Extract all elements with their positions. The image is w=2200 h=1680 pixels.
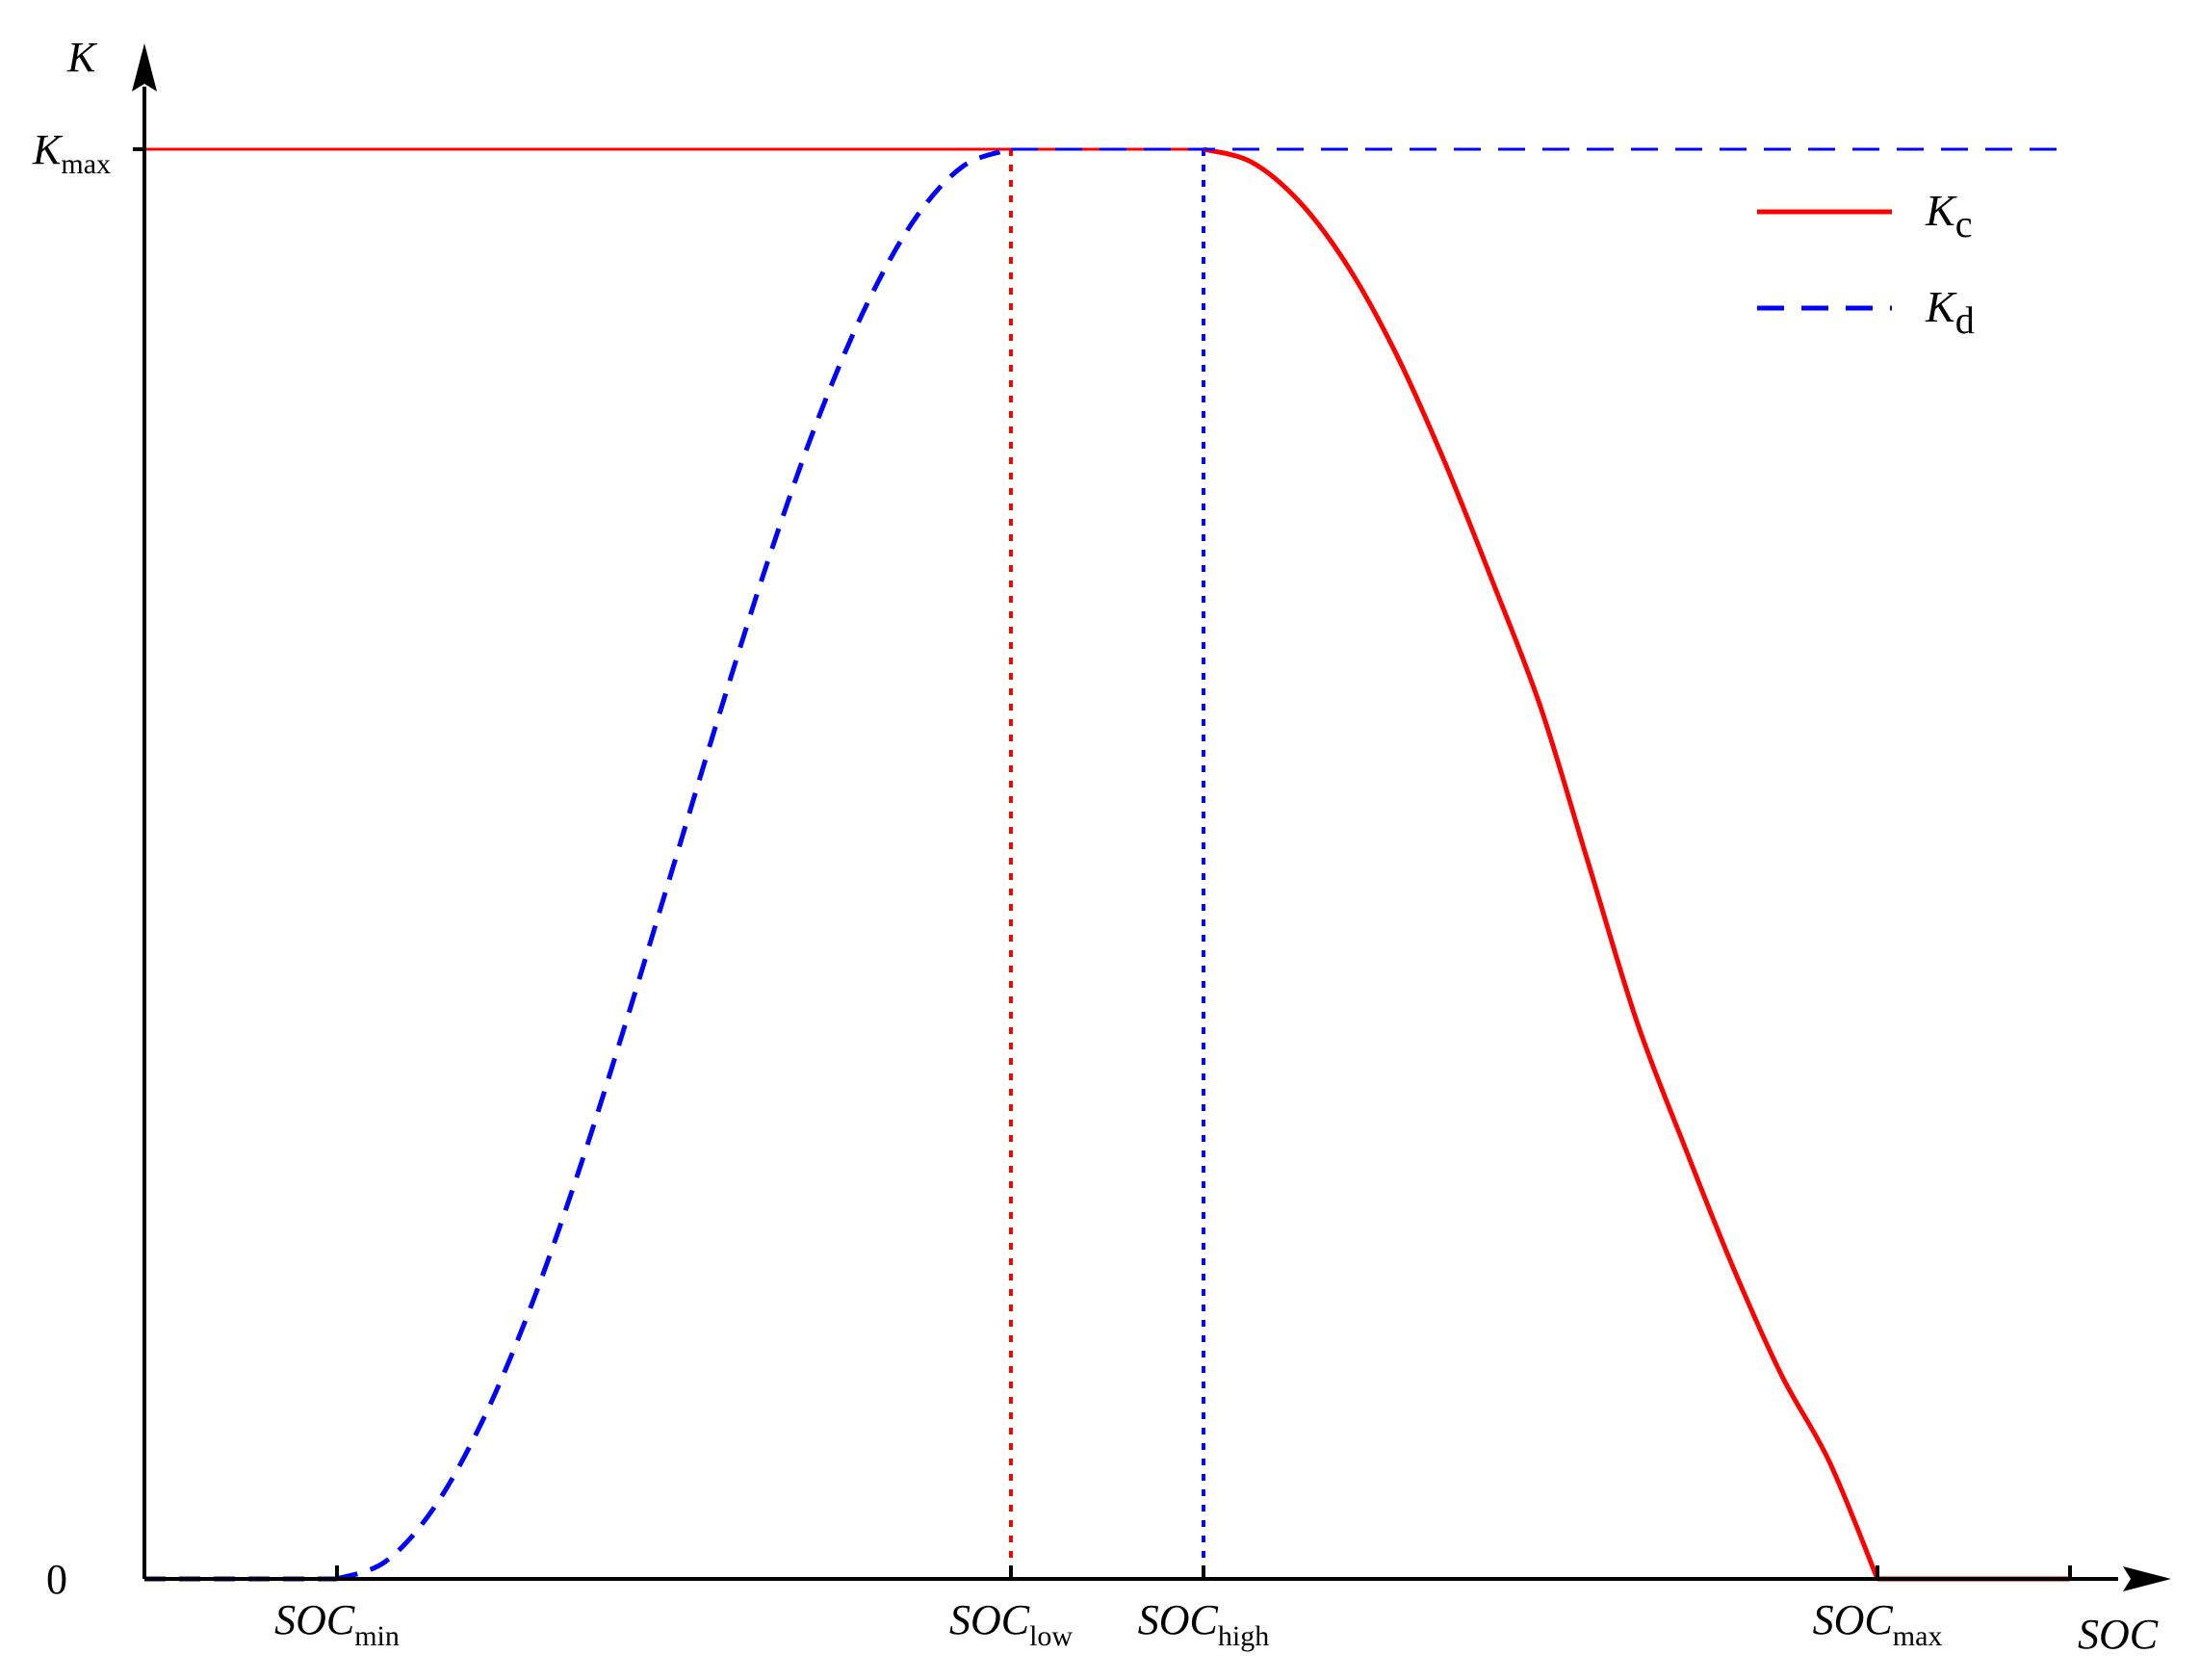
series-d-segment-1: [336, 146, 1012, 1582]
x-tick-label-min: SOCmin: [274, 1596, 400, 1652]
x-axis-label: SOC: [2078, 1611, 2159, 1658]
legend: Kc Kd: [1757, 186, 1975, 342]
x-tick-label-max: SOCmax: [1813, 1596, 1943, 1652]
x-tick-label-low: SOClow: [949, 1596, 1073, 1652]
axis-layer: K SOC: [66, 34, 2171, 1658]
y-tick-label-0: Kmax: [32, 126, 111, 180]
x-axis-arrow: [2123, 1566, 2171, 1591]
y-axis-label: K: [66, 34, 98, 81]
legend-label-d: Kd: [1925, 282, 1975, 342]
y-axis-arrow: [132, 43, 157, 91]
plot-layer: [144, 146, 2070, 1582]
y-tick-label-1: 0: [46, 1556, 67, 1603]
series-c-segment-1: [1203, 146, 1880, 1580]
legend-label-c: Kc: [1925, 186, 1972, 246]
x-tick-label-high: SOChigh: [1138, 1596, 1269, 1652]
tick-layer: Kmax 0 SOCmin SOClow SOChigh SOCmax: [32, 126, 2072, 1652]
